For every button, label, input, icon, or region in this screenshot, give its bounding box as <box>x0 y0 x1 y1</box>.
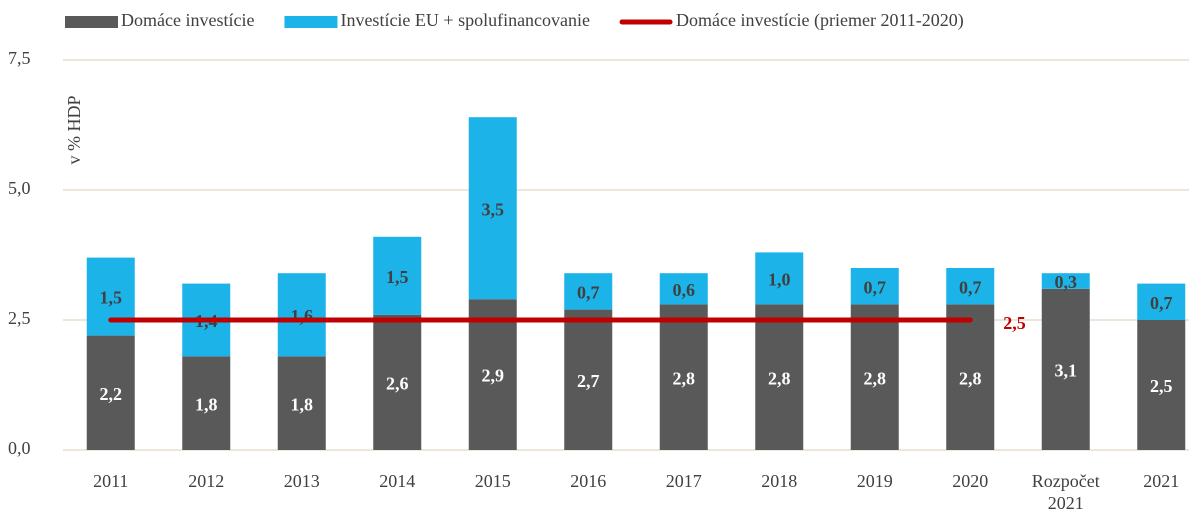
y-tick-label: 7,5 <box>8 48 31 68</box>
data-label: 1,5 <box>386 267 409 287</box>
data-label: 2,8 <box>959 368 982 388</box>
data-label: 2,9 <box>482 366 505 386</box>
bar-segment <box>564 273 613 310</box>
bar-segment <box>850 304 899 450</box>
bar-segment <box>373 314 422 450</box>
legend-label: Investície EU + spolufinancovanie <box>340 10 590 30</box>
bar-segment <box>1137 320 1186 450</box>
data-label: 3,1 <box>1055 361 1078 381</box>
x-tick-label: 2019 <box>856 471 893 491</box>
bar-segment <box>468 117 517 300</box>
x-tick-label: 2014 <box>379 471 416 491</box>
bar-segment <box>755 304 804 450</box>
data-label: 2,6 <box>386 374 409 394</box>
bar-segment <box>659 304 708 450</box>
bar-segment <box>1137 283 1186 320</box>
bar-segment <box>755 252 804 305</box>
bar-segment <box>1041 273 1090 289</box>
bar-segment <box>946 268 995 305</box>
data-label: 0,7 <box>577 283 600 303</box>
data-label: 2,5 <box>1150 376 1173 396</box>
y-tick-label: 5,0 <box>8 178 31 198</box>
bar-segment <box>850 268 899 305</box>
legend-swatch <box>284 16 338 28</box>
data-label: 0,6 <box>673 280 696 300</box>
data-label: 3,5 <box>482 199 505 219</box>
data-label: 2,8 <box>864 368 887 388</box>
data-label: 0,7 <box>864 277 887 297</box>
x-tick-label: 2012 <box>188 471 225 491</box>
bar-segment <box>373 236 422 315</box>
y-axis-title: v % HDP <box>64 95 84 164</box>
bar-segment <box>468 299 517 450</box>
legend-label: Domáce investície <box>121 10 254 30</box>
x-tick-label: Rozpočet 2021 <box>1031 471 1100 513</box>
data-label: 0,3 <box>1055 272 1078 292</box>
bar-segment <box>277 273 326 357</box>
bar-segment <box>564 309 613 450</box>
bar-segment <box>86 257 135 336</box>
line-label: 2,5 <box>1003 313 1026 333</box>
data-label: 2,7 <box>577 371 600 391</box>
x-tick-label: 2020 <box>952 471 989 491</box>
x-tick-label: 2018 <box>761 471 798 491</box>
y-tick-label: 2,5 <box>8 308 31 328</box>
data-label: 1,8 <box>291 394 314 414</box>
bar-segment <box>659 273 708 305</box>
x-tick-label: 2016 <box>570 471 607 491</box>
bar-segment <box>946 304 995 450</box>
data-label: 1,6 <box>291 306 314 326</box>
bar-segment <box>1041 288 1090 450</box>
legend-label: Domáce investície (priemer 2011-2020) <box>676 10 964 31</box>
x-tick-label: 2013 <box>283 471 320 491</box>
legend-swatch <box>65 16 118 28</box>
bar-segment <box>86 335 135 450</box>
data-label: 1,0 <box>768 270 791 290</box>
data-label: 2,8 <box>673 368 696 388</box>
data-label: 0,7 <box>1150 293 1173 313</box>
data-label: 0,7 <box>959 277 982 297</box>
bar-segment <box>182 356 231 450</box>
data-label: 2,8 <box>768 368 791 388</box>
x-tick-label: 2015 <box>474 471 511 491</box>
x-tick-label: 2011 <box>93 471 129 491</box>
bar-segment <box>277 356 326 450</box>
data-label: 1,8 <box>195 394 218 414</box>
x-tick-label: 2021 <box>1143 471 1180 491</box>
data-label: 2,2 <box>100 384 123 404</box>
x-tick-label: 2017 <box>665 471 702 491</box>
y-tick-label: 0,0 <box>8 438 31 458</box>
data-label: 1,5 <box>100 288 123 308</box>
